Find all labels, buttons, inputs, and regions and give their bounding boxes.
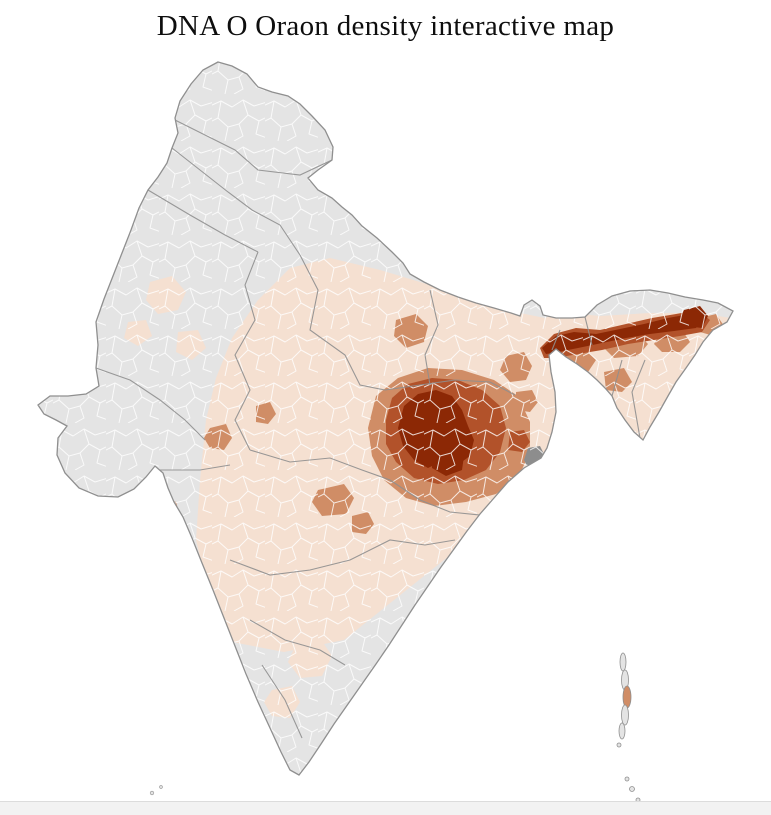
island[interactable] bbox=[149, 790, 155, 796]
island[interactable] bbox=[619, 652, 627, 672]
horizontal-scrollbar[interactable] bbox=[0, 801, 771, 815]
island[interactable] bbox=[616, 742, 622, 748]
island[interactable] bbox=[629, 786, 635, 792]
island[interactable] bbox=[621, 704, 629, 726]
island-medium-density[interactable] bbox=[622, 685, 632, 709]
island[interactable] bbox=[624, 776, 630, 782]
lakshadweep-islands[interactable] bbox=[149, 785, 163, 796]
page-title: DNA O Oraon density interactive map bbox=[156, 10, 615, 42]
island[interactable] bbox=[618, 722, 626, 740]
island[interactable] bbox=[159, 785, 163, 789]
india-outline bbox=[37, 61, 734, 776]
andaman-nicobar-islands[interactable] bbox=[616, 652, 641, 803]
district-borders-texture bbox=[38, 62, 733, 775]
state-borders bbox=[95, 119, 646, 739]
